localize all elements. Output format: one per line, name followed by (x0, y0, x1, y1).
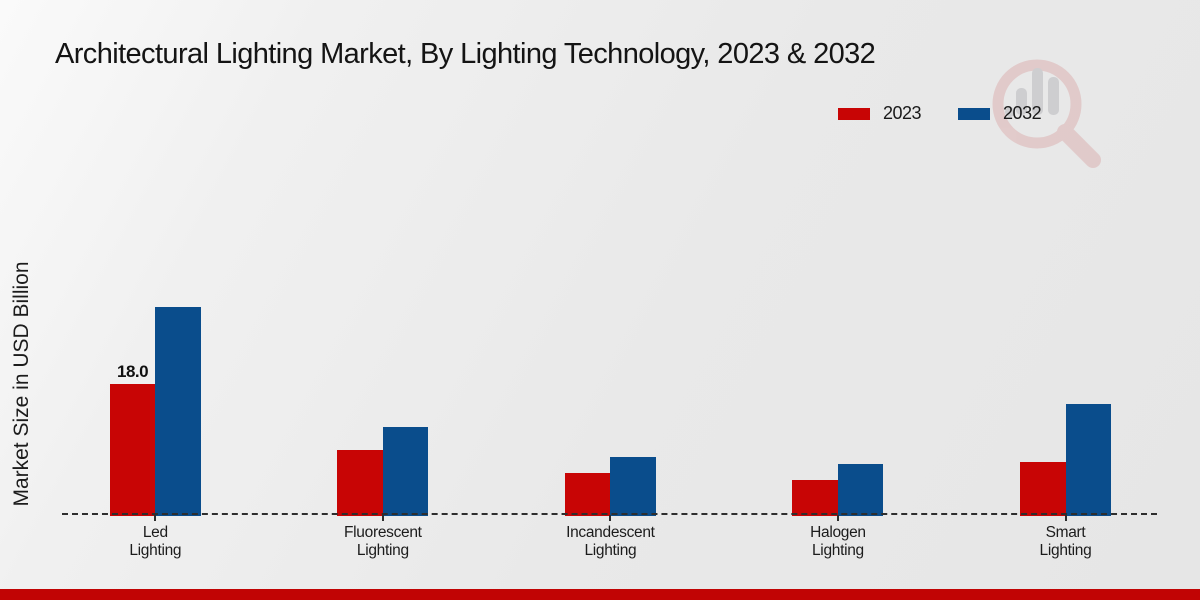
bar-2032-led-lighting (155, 306, 201, 516)
legend-item-2032: 2032 (958, 103, 1042, 124)
x-axis-tick (154, 515, 157, 521)
x-axis-tick (1064, 515, 1067, 521)
legend-label-2023: 2023 (883, 103, 922, 123)
category-label-halogen-lighting: Halogen Lighting (810, 524, 866, 559)
footer-red-strip (0, 589, 1200, 600)
legend-swatch-2032 (958, 107, 991, 120)
bar-2032-halogen-lighting (837, 464, 884, 516)
bar-2023-fluorescent-lighting (337, 449, 383, 516)
bar-2023-halogen-lighting (792, 479, 838, 516)
category-label-led-lighting: Led Lighting (129, 524, 182, 559)
bar-2032-fluorescent-lighting (382, 426, 429, 516)
bar-2023-smart-lighting (1020, 461, 1066, 516)
legend-swatch-2023 (838, 107, 870, 120)
x-axis-tick (609, 515, 612, 521)
legend-item-2023: 2023 (838, 103, 922, 124)
legend: 2023 2032 (838, 103, 1042, 124)
category-label-incandescent-lighting: Incandescent Lighting (566, 524, 655, 559)
x-axis-dashed-line (62, 513, 1157, 515)
bar-2032-incandescent-lighting (610, 457, 656, 516)
bar-2023-led-lighting (109, 383, 156, 516)
category-label-smart-lighting: Smart Lighting (1039, 524, 1092, 559)
x-axis-tick (381, 515, 384, 521)
bar-2023-incandescent-lighting (564, 473, 611, 516)
x-axis-tick (836, 515, 839, 521)
chart-title: Architectural Lighting Market, By Lighti… (55, 38, 876, 70)
category-label-fluorescent-lighting: Fluorescent Lighting (344, 524, 422, 559)
legend-label-2032: 2032 (1003, 103, 1042, 123)
bar-value-label: 18.0 (117, 361, 149, 381)
bar-2032-smart-lighting (1065, 404, 1111, 516)
